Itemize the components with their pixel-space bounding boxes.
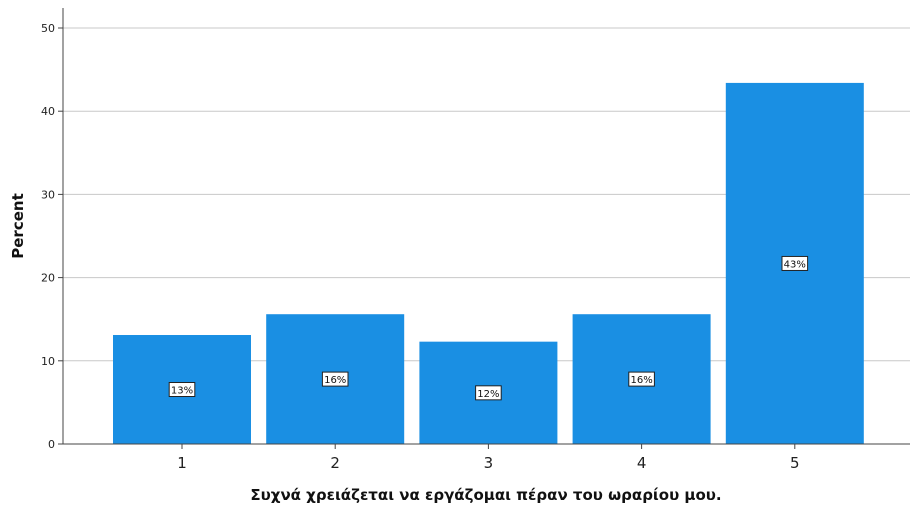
x-tick-label: 3 — [484, 454, 494, 472]
y-tick-label: 40 — [41, 105, 55, 118]
x-tick-label: 1 — [177, 454, 187, 472]
data-label: 12% — [477, 389, 499, 400]
y-axis-title: Percent — [9, 193, 27, 258]
data-labels: 13% 16% 12% 16% 43% — [168, 255, 809, 401]
y-axis-ticks: 0 10 20 30 40 50 — [41, 22, 63, 451]
data-label: 13% — [171, 386, 193, 397]
x-tick-label: 2 — [330, 454, 340, 472]
y-tick-label: 0 — [48, 438, 55, 451]
x-tick-label: 4 — [637, 454, 647, 472]
data-label-box — [628, 371, 655, 387]
y-tick-label: 50 — [41, 22, 55, 35]
data-label: 43% — [784, 259, 806, 270]
y-tick-label: 10 — [41, 355, 55, 368]
x-tick-label: 5 — [790, 454, 800, 472]
data-label-box — [781, 255, 809, 271]
x-axis-categories: 1 2 3 4 5 — [177, 444, 800, 472]
data-label-box — [321, 371, 349, 387]
x-axis-title: Συχνά χρειάζεται να εργάζομαι πέραν του … — [250, 486, 721, 504]
y-tick-label: 20 — [41, 272, 55, 285]
data-label: 16% — [324, 375, 346, 386]
data-label: 16% — [630, 375, 652, 386]
data-label-box — [168, 382, 196, 398]
data-label-box — [475, 385, 502, 401]
y-tick-label: 30 — [41, 188, 55, 201]
